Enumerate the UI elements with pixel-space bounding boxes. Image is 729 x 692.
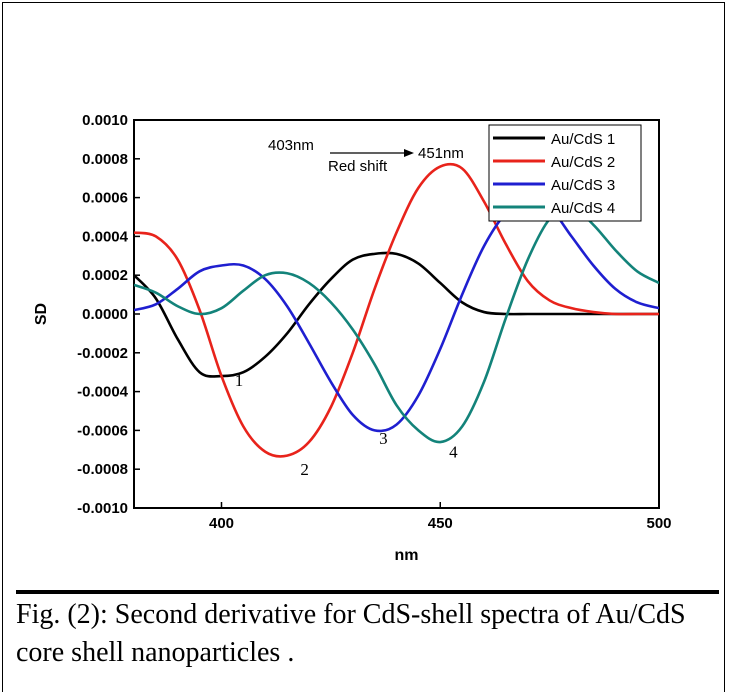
legend-label-3: Au/CdS 3 xyxy=(551,177,615,194)
y-axis-title: SD xyxy=(33,303,50,325)
y-tick-label: -0.0008 xyxy=(77,461,128,478)
y-tick-label: 0.0010 xyxy=(82,112,128,129)
minimum-label-3: 3 xyxy=(379,429,388,448)
x-tick-label: 500 xyxy=(646,515,671,532)
y-tick-label: -0.0006 xyxy=(77,422,128,439)
x-tick-label: 450 xyxy=(428,515,453,532)
series-line-1 xyxy=(134,253,659,377)
minimum-label-1: 1 xyxy=(235,371,244,390)
y-tick-label: 0.0006 xyxy=(82,190,128,207)
y-tick-label: -0.0010 xyxy=(77,500,128,517)
figure-caption: Fig. (2): Second derivative for CdS-shel… xyxy=(16,596,716,672)
shift-start-label: 403nm xyxy=(268,137,314,154)
y-tick-label: 0.0008 xyxy=(82,151,128,168)
minimum-label-4: 4 xyxy=(449,443,458,462)
y-tick-label: 0.0000 xyxy=(82,306,128,323)
y-tick-label: -0.0004 xyxy=(77,384,129,401)
shift-end-label: 451nm xyxy=(418,145,464,162)
legend-label-2: Au/CdS 2 xyxy=(551,154,615,171)
y-tick-label: -0.0002 xyxy=(77,345,128,362)
legend-label-4: Au/CdS 4 xyxy=(551,200,615,217)
y-tick-label: 0.0004 xyxy=(82,228,129,245)
series-line-4 xyxy=(134,207,659,442)
x-tick-label: 400 xyxy=(209,515,234,532)
y-tick-label: 0.0002 xyxy=(82,267,128,284)
legend-label-1: Au/CdS 1 xyxy=(551,131,615,148)
chart: 0.0010 0.0008 0.0006 0.0004 0.0002 0.0000 -0.0… xyxy=(0,0,729,590)
shift-caption-label: Red shift xyxy=(328,158,388,175)
shift-arrow-head xyxy=(404,149,414,157)
minimum-label-2: 2 xyxy=(300,460,309,479)
x-axis-title: nm xyxy=(395,547,419,564)
caption-divider xyxy=(16,590,719,594)
